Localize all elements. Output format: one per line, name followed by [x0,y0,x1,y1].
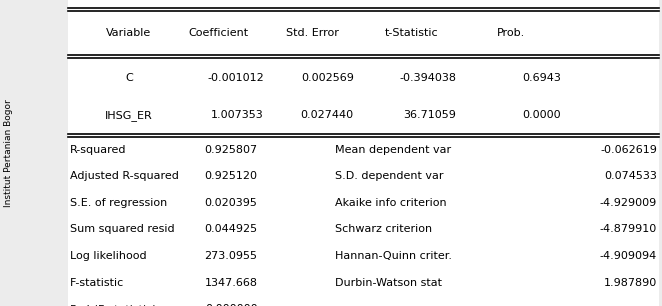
Text: 0.925120: 0.925120 [205,171,258,181]
Text: Std. Error: Std. Error [285,28,338,38]
Text: S.E. of regression: S.E. of regression [70,198,167,208]
Text: Sum squared resid: Sum squared resid [70,225,175,234]
Text: -0.062619: -0.062619 [600,145,657,155]
Text: -4.909094: -4.909094 [600,251,657,261]
Text: 0.925807: 0.925807 [205,145,258,155]
Text: 1.987890: 1.987890 [604,278,657,288]
Text: Akaike info criterion: Akaike info criterion [334,198,446,208]
Text: Prob(F-statistic): Prob(F-statistic) [70,304,158,306]
Text: 0.002569: 0.002569 [301,73,354,84]
Text: -0.394038: -0.394038 [399,73,457,84]
Text: 0.027440: 0.027440 [301,110,354,120]
Text: 1347.668: 1347.668 [205,278,258,288]
Text: Variable: Variable [107,28,152,38]
Text: -4.929009: -4.929009 [600,198,657,208]
Text: Adjusted R-squared: Adjusted R-squared [70,171,179,181]
Text: R-squared: R-squared [70,145,126,155]
Text: 0.000000: 0.000000 [205,304,258,306]
Text: F-statistic: F-statistic [70,278,124,288]
Text: Schwarz criterion: Schwarz criterion [334,225,432,234]
Text: 0.6943: 0.6943 [522,73,561,84]
Text: 36.71059: 36.71059 [404,110,457,120]
Text: t-Statistic: t-Statistic [385,28,438,38]
Text: Mean dependent var: Mean dependent var [334,145,451,155]
Text: Prob.: Prob. [497,28,525,38]
Text: IHSG_ER: IHSG_ER [105,110,153,121]
Text: Institut Pertanian Bogor: Institut Pertanian Bogor [4,99,13,207]
Text: -4.879910: -4.879910 [600,225,657,234]
Text: C: C [125,73,133,84]
Text: 0.020395: 0.020395 [205,198,258,208]
Text: S.D. dependent var: S.D. dependent var [334,171,443,181]
Text: 0.044925: 0.044925 [205,225,258,234]
Text: Coefficient: Coefficient [189,28,249,38]
Text: -0.001012: -0.001012 [207,73,264,84]
Text: Hannan-Quinn criter.: Hannan-Quinn criter. [334,251,451,261]
Text: Durbin-Watson stat: Durbin-Watson stat [334,278,442,288]
Text: Log likelihood: Log likelihood [70,251,146,261]
Text: 0.074533: 0.074533 [604,171,657,181]
Text: 0.0000: 0.0000 [522,110,561,120]
Text: 273.0955: 273.0955 [205,251,258,261]
Text: 1.007353: 1.007353 [211,110,264,120]
